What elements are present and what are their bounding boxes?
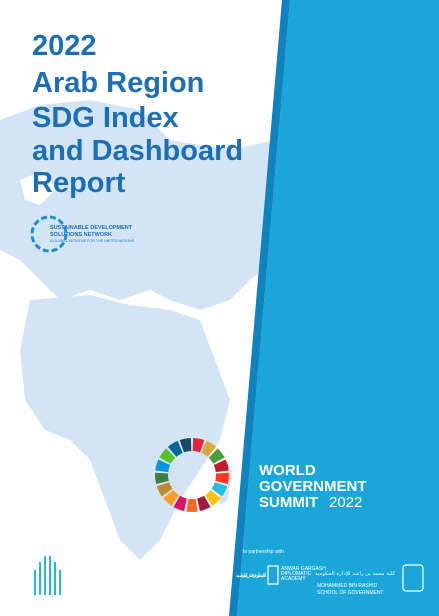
wheel-segment [167,440,183,457]
dubai-logo [34,556,61,595]
sdsn-mark [30,215,68,253]
wheel-segment [159,448,176,464]
school-mark [402,564,424,592]
wheel-segment [215,472,230,485]
title-line: and Dashboard [32,135,243,167]
summit-line: GOVERNMENT [259,478,367,495]
world-map [0,100,275,560]
academy-logo: أكاديمية أنور قرقاش الدبلوماسية ANWAR GA… [236,565,326,585]
diagonal-band [237,0,439,616]
academy-mark [267,565,279,585]
school-logo: كلية محمد بن راشد للإدارة الحكومية MOHAM… [315,564,424,596]
wheel-segment [173,495,187,512]
sdsn-text: SOLUTIONS NETWORK [50,232,112,238]
title-line: 2022 [32,30,97,62]
wheel-segment [213,459,229,473]
wheel-segment [186,498,198,513]
wheel-segment [208,448,225,464]
band-edge [229,0,290,616]
summit-line: SUMMIT [259,494,318,511]
wheel-segment [163,490,179,506]
school-arabic: كلية محمد بن راشد للإدارة الحكومية [315,571,396,577]
school-text: MOHAMMED BIN RASHID [317,583,378,589]
wheel-segment [179,438,192,453]
sdsn-text: SUSTAINABLE DEVELOPMENT [50,225,133,231]
summit-line: WORLD [259,462,316,479]
title-line: SDG Index [32,102,179,134]
partnership-label: In partnership with [243,549,284,555]
academy-arabic: أكاديمية أنور قرقاش الدبلوماسية [236,572,267,579]
school-text: SCHOOL OF GOVERNMENT [317,590,384,596]
academy-text: ACADEMY [281,576,306,582]
wheel-segment [211,482,228,497]
wheel-segment [205,490,221,506]
wheel-segment [155,459,171,473]
academy-text: ANWAR GARGASH [281,566,326,572]
sdsn-logo: SUSTAINABLE DEVELOPMENT SOLUTIONS NETWOR… [30,215,135,253]
wheel-segment [154,472,169,485]
wheel-segment [192,438,205,453]
title-line: Arab Region [32,67,204,99]
sdg-wheel [154,438,230,513]
academy-text: DIPLOMATIC [281,571,312,577]
summit-year: 2022 [329,494,362,511]
wheel-segment [156,482,173,497]
wheel-segment [201,440,217,457]
title-line: Report [32,167,126,199]
sdsn-tagline: A GLOBAL INITIATIVE FOR THE UNITED NATIO… [50,239,135,243]
wheel-segment [197,495,211,512]
